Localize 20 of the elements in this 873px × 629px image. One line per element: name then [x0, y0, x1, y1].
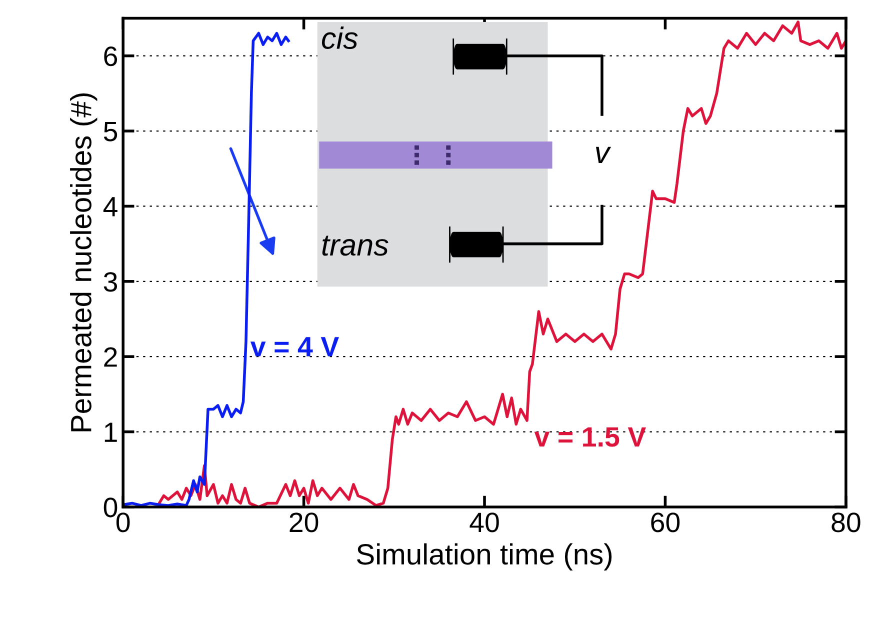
- line-series: [123, 32, 290, 507]
- y-axis-title: Permeated nucleotides (#): [70, 93, 98, 432]
- series-label: v = 1.5 V: [534, 427, 646, 447]
- y-tick-label: 3: [104, 272, 118, 292]
- annotation: cis: [322, 26, 358, 49]
- x-axis-title: Simulation time (ns): [356, 543, 612, 570]
- x-tick-label: 60: [651, 512, 680, 532]
- y-tick-label: 1: [104, 422, 117, 442]
- y-tick-label: 2: [104, 347, 117, 367]
- y-tick-label: 4: [103, 197, 118, 216]
- x-tick-label: 20: [290, 512, 318, 532]
- annotation: trans: [322, 236, 388, 256]
- series-label: v = 4 V: [250, 337, 339, 356]
- x-tick-label: 80: [832, 512, 860, 532]
- y-tick-label: 0: [104, 498, 118, 518]
- line-series: [158, 20, 846, 507]
- y-tick-label: 5: [104, 122, 118, 142]
- x-tick-label: 40: [470, 512, 499, 532]
- annotation: v: [596, 146, 612, 163]
- y-tick-label: 6: [104, 46, 118, 66]
